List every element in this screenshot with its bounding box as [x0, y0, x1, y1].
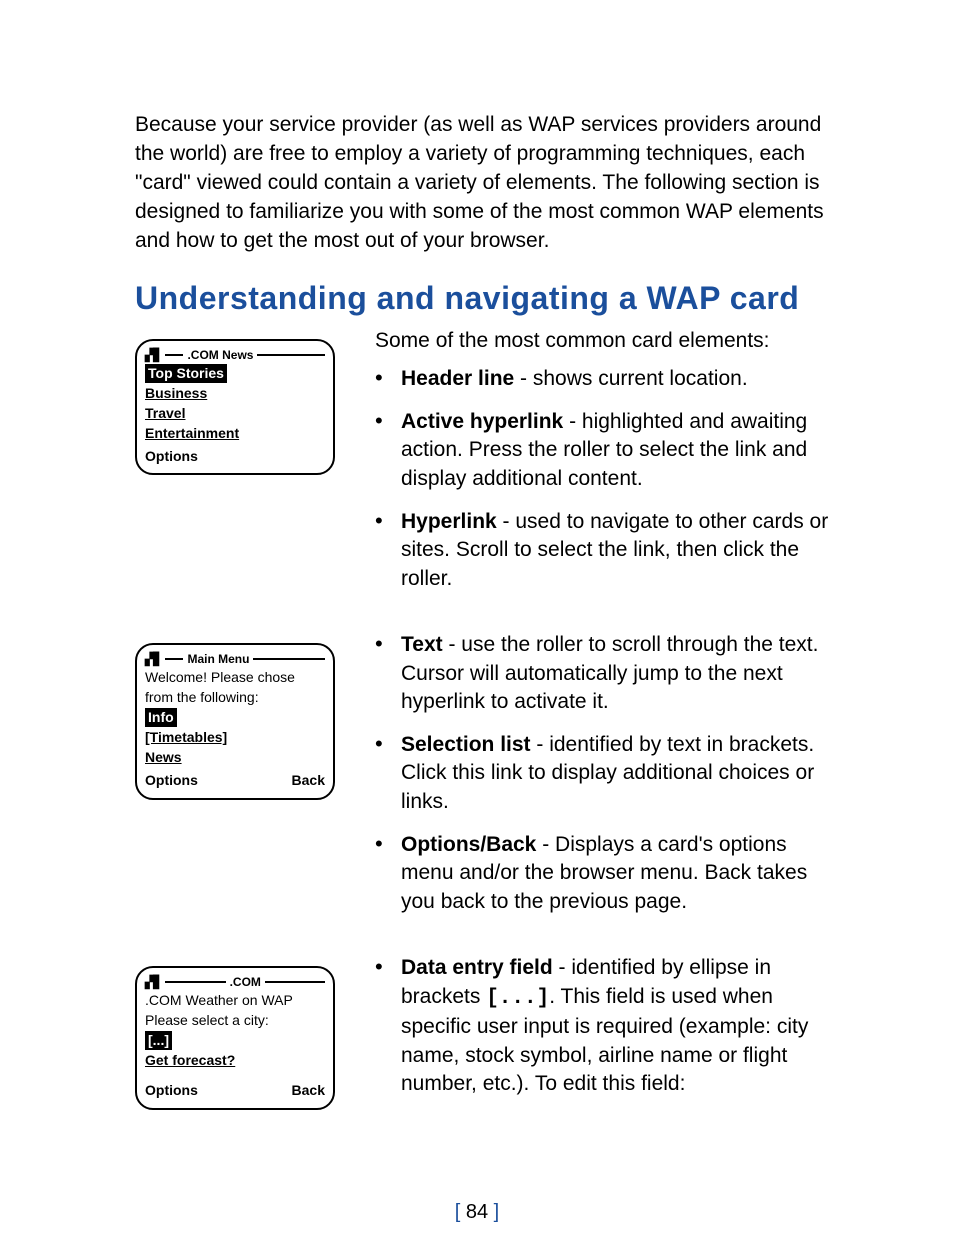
hyperlink-business: Business: [145, 385, 207, 401]
hyperlink-travel: Travel: [145, 405, 185, 421]
bullet-data-entry: Data entry field - identified by ellipse…: [375, 954, 844, 1099]
screen3-text2: Please select a city:: [145, 1011, 325, 1030]
signal-icon: ▞▋: [145, 347, 161, 363]
bullet-hyperlink: Hyperlink - used to navigate to other ca…: [375, 508, 844, 594]
active-hyperlink: Top Stories: [145, 364, 227, 383]
screen2-title: Main Menu: [187, 651, 249, 667]
bullet-list-3: Data entry field - identified by ellipse…: [375, 954, 844, 1099]
term: Selection list: [401, 733, 531, 756]
figure-1: ▞▋ .COM News Top Stories Business Travel…: [135, 327, 375, 476]
figure-3: ▞▋ .COM .COM Weather on WAP Please selec…: [135, 954, 375, 1110]
term: Data entry field: [401, 956, 553, 979]
lead-text: Some of the most common card elements:: [375, 327, 844, 356]
bullet-active-hyperlink: Active hyperlink - highlighted and await…: [375, 408, 844, 494]
term: Options/Back: [401, 833, 536, 856]
signal-icon: ▞▋: [145, 974, 161, 990]
screen1-title: .COM News: [187, 347, 253, 363]
screen2-active: Info: [145, 708, 177, 727]
rest: - use the roller to scroll through the t…: [401, 633, 818, 713]
bullet-options-back: Options/Back - Displays a card's options…: [375, 831, 844, 917]
bullet-header-line: Header line - shows current location.: [375, 365, 844, 394]
rest: - shows current location.: [514, 367, 747, 390]
bullet-list-2: Text - use the roller to scroll through …: [375, 631, 844, 916]
screen2-news: News: [145, 749, 182, 765]
hyperlink-entertainment: Entertainment: [145, 425, 239, 441]
ellipse-code: [...]: [486, 987, 549, 1010]
signal-icon: ▞▋: [145, 651, 161, 667]
section-heading: Understanding and navigating a WAP card: [135, 280, 844, 317]
bullet-selection-list: Selection list - identified by text in b…: [375, 731, 844, 817]
page-number-value: 84: [466, 1201, 488, 1223]
term: Active hyperlink: [401, 410, 563, 433]
screen3-text1: .COM Weather on WAP: [145, 991, 325, 1010]
term: Hyperlink: [401, 510, 497, 533]
term: Text: [401, 633, 443, 656]
screen2-text2: from the following:: [145, 688, 325, 707]
row-1: ▞▋ .COM News Top Stories Business Travel…: [135, 327, 844, 607]
intro-paragraph: Because your service provider (as well a…: [135, 111, 844, 256]
softkey-back: Back: [292, 771, 325, 790]
screen3-title: .COM: [230, 974, 261, 990]
screen2-text1: Welcome! Please chose: [145, 668, 325, 687]
row-2: ▞▋ Main Menu Welcome! Please chose from …: [135, 631, 844, 930]
softkey-options: Options: [145, 1081, 198, 1100]
wap-screen-2: ▞▋ Main Menu Welcome! Please chose from …: [135, 643, 335, 800]
wap-screen-3: ▞▋ .COM .COM Weather on WAP Please selec…: [135, 966, 335, 1110]
softkey-options: Options: [145, 447, 198, 466]
bullet-list-1: Header line - shows current location. Ac…: [375, 365, 844, 593]
data-entry-field: [...]: [145, 1031, 172, 1050]
page: Because your service provider (as well a…: [0, 0, 954, 1248]
wap-screen-1: ▞▋ .COM News Top Stories Business Travel…: [135, 339, 335, 476]
figure-2: ▞▋ Main Menu Welcome! Please chose from …: [135, 631, 375, 800]
row-3: ▞▋ .COM .COM Weather on WAP Please selec…: [135, 954, 844, 1113]
softkey-back: Back: [292, 1081, 325, 1100]
screen3-link: Get forecast?: [145, 1052, 235, 1068]
term: Header line: [401, 367, 514, 390]
screen2-timetables: [Timetables]: [145, 729, 227, 745]
softkey-options: Options: [145, 771, 198, 790]
page-number: [ 84 ]: [0, 1201, 954, 1224]
bullet-text: Text - use the roller to scroll through …: [375, 631, 844, 717]
